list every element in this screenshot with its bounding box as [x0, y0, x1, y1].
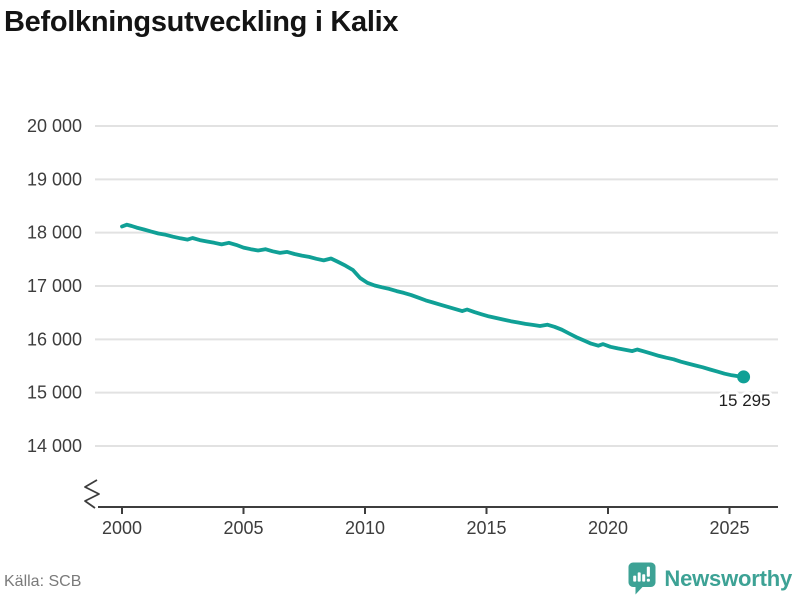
y-tick-label: 15 000: [27, 383, 82, 403]
x-tick-label: 2020: [588, 518, 628, 538]
source-label: Källa: SCB: [4, 573, 82, 590]
y-tick-label: 16 000: [27, 329, 82, 349]
y-tick-label: 14 000: [27, 436, 82, 456]
y-axis-break-icon: [84, 479, 100, 509]
latest-point: [737, 370, 751, 384]
newsworthy-pin-barchart-icon: [628, 562, 656, 595]
y-tick-label: 19 000: [27, 169, 82, 189]
x-tick-label: 2010: [345, 518, 385, 538]
x-tick-label: 2025: [709, 518, 749, 538]
page-title: Befolkningsutveckling i Kalix: [4, 6, 399, 38]
latest-value-label: 15 295: [719, 391, 771, 410]
newsworthy-logo[interactable]: Newsworthy: [628, 562, 792, 595]
series-line: [120, 222, 746, 379]
x-tick-label: 2005: [223, 518, 263, 538]
x-tick-label: 2000: [102, 518, 142, 538]
y-tick-label: 18 000: [27, 223, 82, 243]
x-tick-label: 2015: [466, 518, 506, 538]
brand-name: Newsworthy: [664, 565, 792, 591]
y-tick-label: 17 000: [27, 276, 82, 296]
y-tick-label: 20 000: [27, 116, 82, 136]
